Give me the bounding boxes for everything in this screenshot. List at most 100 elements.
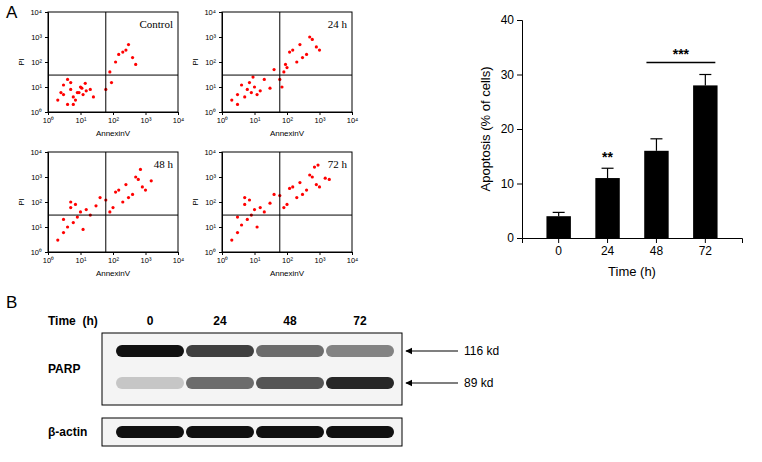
- point: [253, 208, 256, 211]
- point: [328, 178, 331, 181]
- y-axis: 10⁰10¹10²10³10⁴: [204, 148, 222, 257]
- tick-mark: [45, 87, 48, 88]
- tick: 10⁰: [43, 252, 54, 265]
- tick: 10⁴: [173, 112, 185, 125]
- band: [256, 377, 324, 389]
- bar-chart: 0102030400244872Time (h)Apoptosis (% of …: [478, 13, 743, 279]
- point: [69, 88, 72, 91]
- point: [134, 63, 137, 66]
- tick-label: 10³: [205, 173, 216, 182]
- axis-line: [517, 21, 523, 239]
- point: [127, 196, 130, 199]
- x-axis: 10⁰10¹10²10³10⁴: [217, 252, 358, 265]
- tick: 10²: [282, 112, 293, 125]
- tick-mark: [45, 12, 48, 13]
- quadrant-line: [48, 75, 178, 76]
- panel-title: Control: [139, 18, 173, 30]
- point: [230, 98, 233, 101]
- bar: [595, 178, 619, 238]
- tick-label: 10³: [315, 256, 326, 265]
- point: [62, 93, 65, 96]
- tick: 10²: [282, 252, 293, 265]
- point: [85, 89, 88, 92]
- tick: 10⁰: [217, 252, 228, 265]
- lane-label: 0: [147, 314, 154, 328]
- tick-label: 10³: [31, 33, 42, 42]
- flow-panel: 10⁰10¹10²10³10⁴10⁰10¹10²10³10⁴AnnexinVPI…: [17, 8, 184, 138]
- band: [186, 426, 254, 438]
- point: [268, 87, 271, 90]
- point: [56, 238, 59, 241]
- point: [251, 75, 254, 78]
- point: [243, 95, 246, 98]
- tick: 0: [555, 238, 562, 258]
- tick: 10¹: [76, 252, 87, 265]
- point: [240, 83, 243, 86]
- point: [72, 221, 75, 224]
- tick-mark: [178, 112, 179, 115]
- points: [48, 12, 178, 112]
- point: [268, 202, 271, 205]
- tick: 10⁴: [204, 148, 222, 157]
- tick-mark: [45, 252, 48, 253]
- panel-label: A: [6, 3, 18, 22]
- tick-mark: [45, 62, 48, 63]
- error-cap: [650, 138, 662, 139]
- point: [243, 196, 246, 199]
- tick: 10⁴: [347, 112, 359, 125]
- tick-label: 10²: [282, 116, 293, 125]
- bar: [644, 151, 668, 238]
- tick: 10²: [31, 198, 48, 207]
- x-axis-title: AnnexinV: [96, 269, 131, 278]
- x-axis-title: AnnexinV: [96, 129, 131, 138]
- point: [259, 206, 262, 209]
- x-axis: 0244872: [523, 238, 743, 258]
- tick: 10¹: [31, 83, 48, 92]
- tick-label: 40: [501, 13, 515, 27]
- point: [280, 85, 283, 88]
- point: [137, 178, 140, 181]
- point: [240, 223, 243, 226]
- error-bar: [699, 75, 711, 86]
- quadrant-line: [222, 75, 352, 76]
- point: [291, 48, 294, 51]
- band: [256, 426, 324, 438]
- lane-label: 48: [283, 314, 297, 328]
- lane-label: 24: [213, 314, 227, 328]
- point: [295, 196, 298, 199]
- x-axis-title: AnnexinV: [270, 129, 305, 138]
- point: [131, 193, 134, 196]
- y-axis-title: PI: [17, 58, 26, 66]
- point: [77, 91, 80, 94]
- point: [117, 53, 120, 56]
- point: [315, 183, 318, 186]
- tick: 20: [501, 122, 522, 136]
- y-axis: 10⁰10¹10²10³10⁴: [204, 8, 222, 117]
- plot-frame: [222, 12, 352, 112]
- point: [308, 173, 311, 176]
- point: [236, 215, 239, 218]
- annotation: **: [602, 149, 613, 165]
- axis-line: [45, 153, 49, 253]
- tick-mark: [219, 152, 222, 153]
- tick-mark: [45, 152, 48, 153]
- point: [62, 83, 65, 86]
- significance-line: [646, 62, 715, 64]
- tick-mark: [81, 112, 82, 115]
- tick-mark: [113, 252, 114, 255]
- tick-mark: [352, 252, 353, 255]
- tick-label: 10¹: [250, 116, 261, 125]
- point: [282, 206, 285, 209]
- tick-mark: [517, 238, 522, 239]
- panel-title: 72 h: [328, 158, 348, 170]
- point: [150, 179, 153, 182]
- points: [222, 12, 352, 112]
- tick: 10²: [205, 58, 222, 67]
- tick-mark: [517, 184, 522, 185]
- tick-mark: [320, 252, 321, 255]
- tick-label: 10⁴: [30, 8, 42, 17]
- tick: 10³: [315, 252, 326, 265]
- tick-label: 10⁰: [205, 248, 216, 257]
- tick-label: 10⁴: [204, 148, 216, 157]
- flow-panel: 10⁰10¹10²10³10⁴10⁰10¹10²10³10⁴AnnexinVPI…: [191, 8, 358, 138]
